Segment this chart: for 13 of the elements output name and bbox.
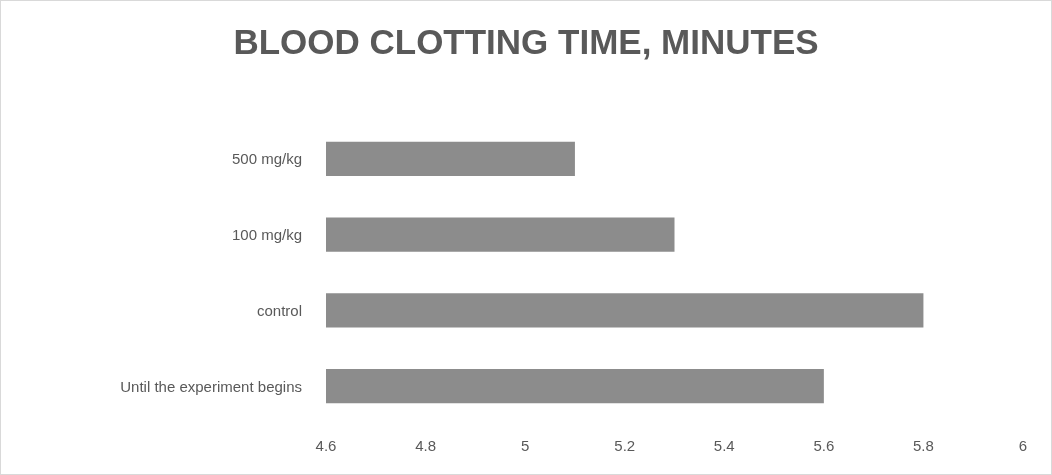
x-tick-label: 6: [1018, 437, 1028, 454]
x-tick-label: 5: [520, 437, 530, 454]
x-tick-label: 4.8: [415, 437, 436, 454]
chart-title: BLOOD CLOTTING TIME, MINUTES: [233, 22, 819, 61]
x-tick-label: 5.6: [813, 437, 835, 454]
x-tick-label: 5.8: [913, 437, 934, 454]
y-tick-label: 100 mg/kg: [231, 226, 302, 244]
x-tick-label: 4.6: [315, 437, 337, 454]
y-tick-label: 500 mg/kg: [231, 150, 302, 168]
y-tick-label: Until the experiment begins: [120, 377, 302, 395]
x-tick-label: 5.4: [713, 437, 735, 454]
y-tick-label: control: [256, 301, 302, 319]
x-tick-label: 5.2: [614, 437, 636, 454]
